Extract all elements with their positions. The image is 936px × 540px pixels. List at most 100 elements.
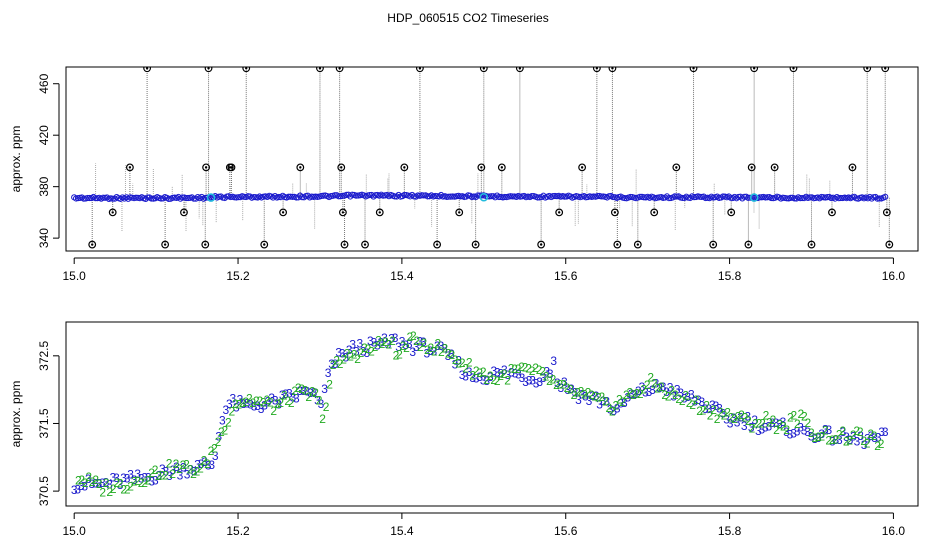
series-2-marker: 2 xyxy=(682,389,689,403)
series-3-marker: 3 xyxy=(628,387,635,401)
series-2-marker: 2 xyxy=(686,396,693,410)
series-3-marker: 3 xyxy=(635,384,642,398)
series-2-marker: 2 xyxy=(277,396,284,410)
series-3-marker: 3 xyxy=(399,334,406,348)
series-3-marker: 3 xyxy=(170,463,177,477)
series-2-marker: 2 xyxy=(623,388,630,402)
spike-point-center xyxy=(341,211,345,214)
series-3-marker: 3 xyxy=(561,375,568,389)
series-3-marker: 3 xyxy=(758,423,765,437)
series-3-marker: 3 xyxy=(159,462,166,476)
series-2-marker: 2 xyxy=(585,385,592,399)
series-2-marker: 2 xyxy=(354,352,361,366)
spike-point-center xyxy=(711,243,715,246)
series-3-marker: 3 xyxy=(529,374,536,388)
series-3-marker: 3 xyxy=(413,340,420,354)
series-2-marker: 2 xyxy=(633,387,640,401)
series-3-marker: 3 xyxy=(360,344,367,358)
series-3-marker: 3 xyxy=(265,395,272,409)
series-2-marker: 2 xyxy=(78,473,85,487)
series-3-marker: 3 xyxy=(282,387,289,401)
y-tick-label: 380 xyxy=(37,176,51,196)
series-2-marker: 2 xyxy=(323,400,330,414)
spike-point xyxy=(477,163,486,172)
series-3-marker: 3 xyxy=(554,376,561,390)
series-2-marker: 2 xyxy=(431,344,438,358)
spike-point-center xyxy=(338,67,341,70)
baseline-point xyxy=(366,191,373,199)
spike-point-center xyxy=(750,166,753,169)
series-2-marker: 2 xyxy=(815,430,822,444)
series-2-marker: 2 xyxy=(242,395,249,409)
series-2-marker: 2 xyxy=(609,405,616,419)
series-2-marker: 2 xyxy=(860,434,867,448)
series-2-marker: 2 xyxy=(791,408,798,422)
series-3-marker: 3 xyxy=(773,416,780,430)
series-2-marker: 2 xyxy=(183,458,190,472)
series-3-marker: 3 xyxy=(198,457,205,471)
spike-point-center xyxy=(851,166,854,169)
series-2-marker: 2 xyxy=(455,357,462,371)
spike-point xyxy=(180,208,188,217)
baseline-point xyxy=(806,194,814,201)
baseline-point xyxy=(393,193,400,200)
baseline-point xyxy=(609,193,617,201)
plot-frame xyxy=(65,66,919,252)
spike-point xyxy=(592,67,601,73)
series-2-marker: 2 xyxy=(808,426,815,440)
series-3-marker: 3 xyxy=(691,394,698,408)
series-3-marker: 3 xyxy=(857,429,864,443)
series-3-marker: 3 xyxy=(163,465,170,479)
series-2-marker: 2 xyxy=(204,457,211,471)
series-3-marker: 3 xyxy=(438,339,445,353)
spike-point xyxy=(204,67,213,73)
series-3-marker: 3 xyxy=(99,476,106,490)
series-3-marker: 3 xyxy=(607,403,614,417)
series-2-marker: 2 xyxy=(201,454,208,468)
spike-point-center xyxy=(616,243,619,246)
y-tick-label: 460 xyxy=(37,73,51,93)
series-3-marker: 3 xyxy=(681,391,688,405)
baseline-point xyxy=(250,193,257,201)
series-3-marker: 3 xyxy=(688,388,695,402)
series-2-marker: 2 xyxy=(867,427,874,441)
spike-point xyxy=(471,240,480,249)
series-2-marker: 2 xyxy=(773,423,780,437)
spike-point xyxy=(608,67,617,73)
series-2-marker: 2 xyxy=(846,434,853,448)
spike-point-center xyxy=(611,67,614,70)
series-3-marker: 3 xyxy=(508,366,515,380)
series-3-marker: 3 xyxy=(289,390,296,404)
series-2-marker: 2 xyxy=(606,401,613,415)
spike-point xyxy=(279,208,287,217)
series-2-marker: 2 xyxy=(651,376,658,390)
series-3-marker: 3 xyxy=(237,392,244,406)
series-3-marker: 3 xyxy=(120,471,127,485)
series-2-marker: 2 xyxy=(134,474,141,488)
series-3-marker: 3 xyxy=(385,338,392,352)
series-2-marker: 2 xyxy=(871,429,878,443)
series-2-marker: 2 xyxy=(396,348,403,362)
series-3-marker: 3 xyxy=(526,374,533,388)
series-3-marker: 3 xyxy=(600,394,607,408)
series-2-marker: 2 xyxy=(110,482,117,496)
spike-point xyxy=(201,240,210,249)
baseline-point xyxy=(391,193,398,200)
series-3-marker: 3 xyxy=(448,347,455,361)
series-3-marker: 3 xyxy=(776,417,783,431)
series-3-marker: 3 xyxy=(275,398,282,412)
spike-point xyxy=(727,208,736,217)
spike-point xyxy=(515,67,524,73)
series-2-marker: 2 xyxy=(640,383,647,397)
series-2-marker: 2 xyxy=(99,485,106,499)
spike-point-center xyxy=(482,67,486,70)
baseline-point xyxy=(235,194,242,201)
series-3-marker: 3 xyxy=(445,349,452,363)
baseline-point xyxy=(418,192,425,199)
spike-point-center xyxy=(474,243,477,246)
baseline-point xyxy=(627,193,634,201)
series-2-marker: 2 xyxy=(787,411,794,425)
series-3-marker: 3 xyxy=(741,419,748,433)
series-3-marker: 3 xyxy=(297,384,304,398)
series-2-marker: 2 xyxy=(141,476,148,490)
